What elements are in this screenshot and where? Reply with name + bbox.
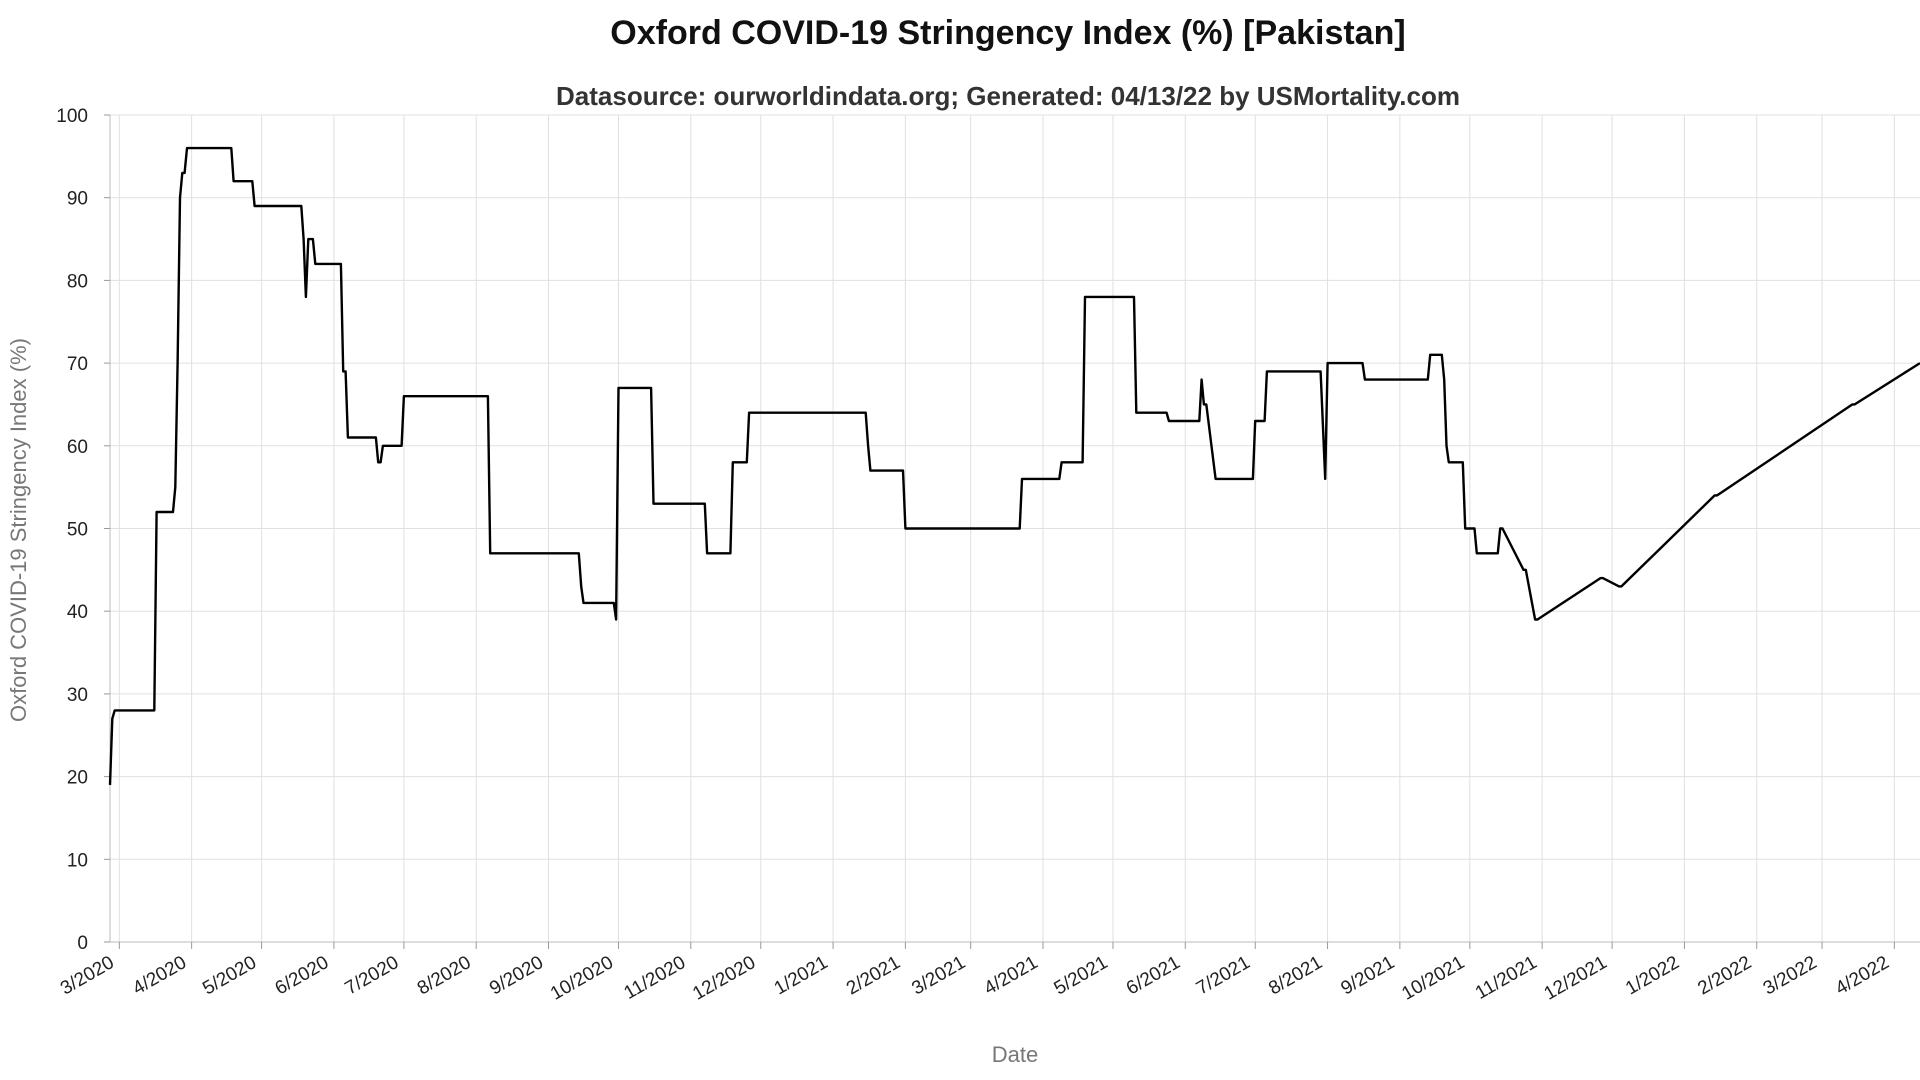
x-tick-label: 1/2022 <box>1622 952 1683 999</box>
x-tick-label: 4/2020 <box>129 952 190 999</box>
y-tick-label: 70 <box>67 354 88 375</box>
y-tick-label: 90 <box>67 189 88 210</box>
y-tick-label: 100 <box>56 106 88 127</box>
x-tick-label: 11/2021 <box>1472 952 1541 1004</box>
x-tick-label: 5/2021 <box>1051 952 1112 999</box>
y-axis-title: Oxford COVID-19 Stringency Index (%) <box>6 338 31 722</box>
x-tick-label: 7/2020 <box>342 952 403 999</box>
series-line <box>108 146 1920 785</box>
x-tick-label: 5/2020 <box>199 952 260 999</box>
x-tick-label: 3/2021 <box>908 952 969 999</box>
y-tick-label: 30 <box>67 685 88 706</box>
y-tick-label: 10 <box>67 850 88 871</box>
y-tick-label: 60 <box>67 437 88 458</box>
y-tick-label: 50 <box>67 520 88 541</box>
x-tick-label: 4/2022 <box>1832 952 1893 999</box>
gridlines <box>110 114 1920 943</box>
x-tick-label: 2/2022 <box>1694 952 1755 999</box>
x-tick-label: 7/2021 <box>1193 952 1254 999</box>
x-tick-label: 8/2020 <box>414 952 475 999</box>
x-axis-ticks: 3/2020 4/2020 5/2020 6/2020 7/2020 8/2020 9/20… <box>57 942 1895 1005</box>
y-tick-label: 80 <box>67 271 88 292</box>
x-tick-label: 2/2021 <box>843 952 904 999</box>
chart-subtitle: Datasource: ourworldindata.org; Generate… <box>556 81 1460 111</box>
y-tick-label: 0 <box>77 933 88 954</box>
x-tick-label: 3/2022 <box>1760 952 1821 999</box>
x-tick-label: 1/2021 <box>771 952 832 999</box>
y-tick-label: 20 <box>67 768 88 789</box>
x-tick-label: 10/2021 <box>1398 952 1468 1005</box>
series-group <box>108 146 1920 785</box>
x-tick-label: 3/2020 <box>57 952 118 999</box>
x-tick-label: 11/2020 <box>621 952 690 1004</box>
x-tick-label: 12/2020 <box>689 952 759 1005</box>
x-tick-label: 6/2020 <box>272 952 333 999</box>
x-axis-title: Date <box>992 1042 1038 1067</box>
x-tick-label: 4/2021 <box>981 952 1042 999</box>
chart-title: Oxford COVID-19 Stringency Index (%) [Pa… <box>610 14 1406 52</box>
y-axis-ticks: 0 10 20 30 40 50 60 70 80 90 100 <box>56 106 110 954</box>
x-tick-label: 12/2021 <box>1541 952 1611 1005</box>
x-tick-label: 8/2021 <box>1265 952 1326 999</box>
x-tick-label: 6/2021 <box>1123 952 1184 999</box>
y-tick-label: 40 <box>67 602 88 623</box>
x-tick-label: 9/2020 <box>486 952 547 999</box>
x-tick-label: 10/2020 <box>547 952 617 1005</box>
x-tick-label: 9/2021 <box>1338 952 1399 999</box>
